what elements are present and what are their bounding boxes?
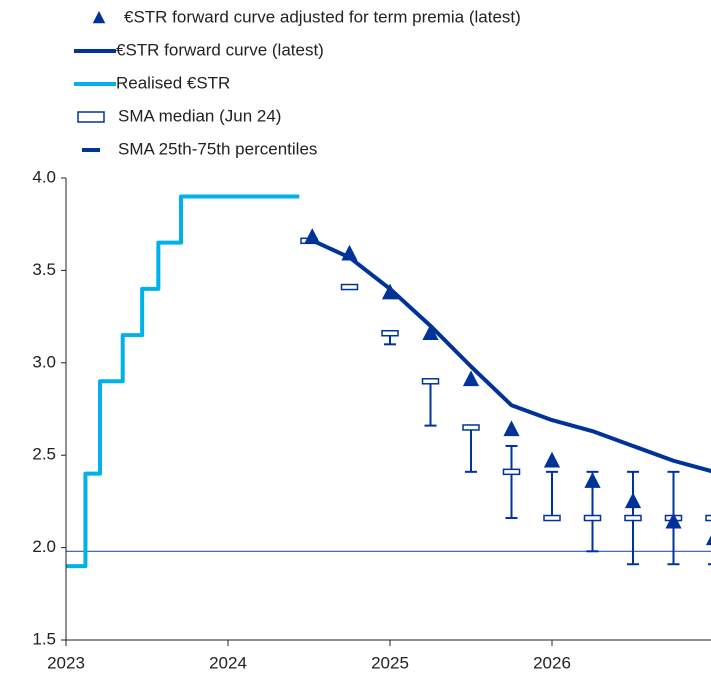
x-tick-label: 2024 (209, 653, 247, 672)
triangle-marker (381, 283, 399, 300)
y-tick-label: 3.5 (32, 260, 56, 279)
legend-label: €STR forward curve (latest) (116, 40, 324, 59)
legend-label: SMA 25th-75th percentiles (118, 139, 317, 158)
triangle-marker (304, 228, 321, 244)
x-tick-label: 2026 (533, 653, 571, 672)
x-tick-label: 2023 (47, 653, 85, 672)
median-marker (705, 514, 711, 522)
median-marker (624, 514, 642, 522)
triangle-marker (584, 472, 601, 488)
legend-label: SMA median (Jun 24) (118, 106, 281, 125)
median-marker (543, 514, 561, 522)
triangle-marker (503, 420, 520, 437)
median-marker (340, 283, 359, 291)
median-marker (462, 424, 480, 431)
median-marker (421, 378, 440, 385)
series-line (308, 237, 711, 474)
legend-label: Realised €STR (116, 73, 230, 92)
triangle-marker (705, 535, 711, 546)
median-marker (502, 468, 521, 476)
triangle-marker (462, 370, 480, 387)
y-tick-label: 1.5 (32, 629, 56, 648)
series-line (66, 194, 300, 569)
triangle-marker (624, 492, 642, 509)
median-marker (583, 514, 602, 522)
y-tick-label: 4.0 (32, 167, 56, 186)
x-tick-label: 2025 (371, 653, 409, 672)
y-tick-label: 3.0 (32, 352, 56, 371)
legend-icon (77, 111, 105, 123)
triangle-marker (665, 512, 682, 529)
triangle-marker (543, 451, 561, 468)
triangle-marker (341, 244, 358, 261)
median-marker (381, 329, 399, 337)
plot-area (66, 194, 711, 569)
triangle-marker (422, 324, 439, 340)
legend-label: €STR forward curve adjusted for term pre… (124, 7, 521, 26)
y-tick-label: 2.5 (32, 445, 56, 464)
legend-icon (92, 11, 106, 24)
y-tick-label: 2.0 (32, 537, 56, 556)
